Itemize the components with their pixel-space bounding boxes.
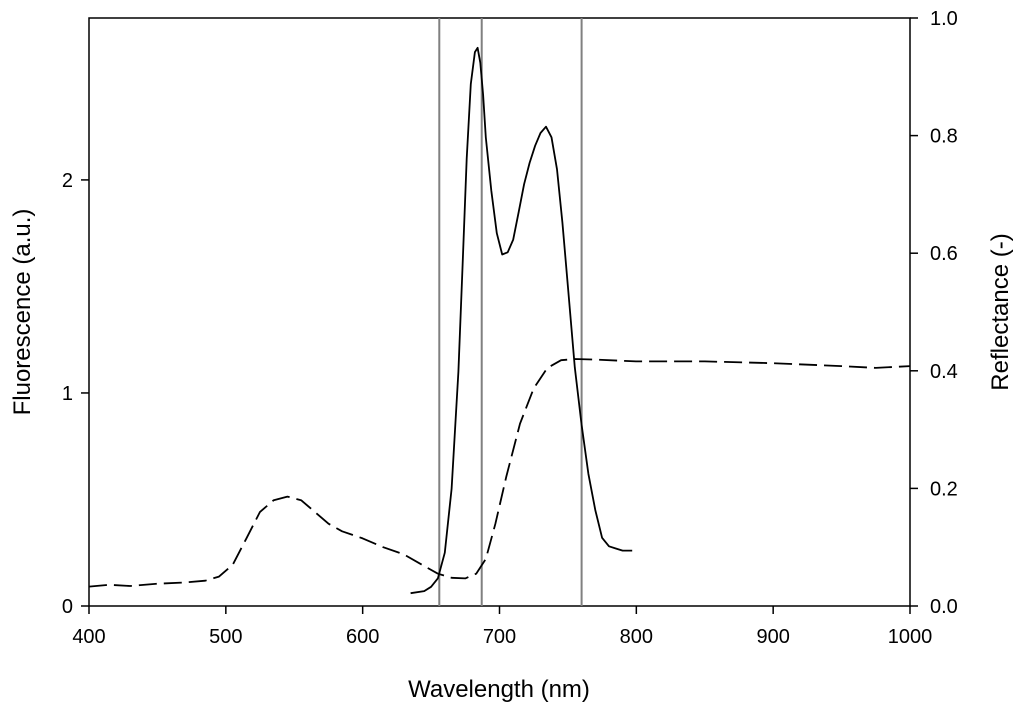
y-right-tick-label: 0.8 <box>930 126 958 148</box>
x-tick-label: 400 <box>72 626 105 648</box>
x-axis: 400 500 600 700 800 900 1000 <box>72 606 932 648</box>
x-tick-label: 900 <box>756 626 789 648</box>
x-axis-title: Wavelength (nm) <box>408 676 590 703</box>
y-axis-left: 0 1 2 <box>62 170 89 618</box>
y-left-tick-label: 2 <box>62 170 73 192</box>
x-tick-label: 600 <box>346 626 379 648</box>
plot-frame <box>88 17 911 607</box>
y-axis-right-title: Reflectance (-) <box>987 233 1014 390</box>
y-axis-left-title: Fluorescence (a.u.) <box>9 209 36 416</box>
series-group <box>88 46 911 595</box>
y-right-tick-label: 0.4 <box>930 361 958 383</box>
y-right-tick-label: 0.0 <box>930 596 958 618</box>
x-tick-label: 800 <box>620 626 653 648</box>
reflectance-line <box>88 358 911 588</box>
y-right-tick-label: 0.2 <box>930 478 958 500</box>
marker-lines <box>438 18 583 606</box>
y-left-tick-label: 1 <box>62 383 73 405</box>
x-tick-label: 700 <box>483 626 516 648</box>
x-tick-label: 1000 <box>888 626 933 648</box>
x-tick-label: 500 <box>209 626 242 648</box>
y-left-tick-label: 0 <box>62 596 73 618</box>
y-axis-right: 0.0 0.2 0.4 0.6 0.8 1.0 <box>910 8 958 618</box>
y-right-tick-label: 1.0 <box>930 8 958 30</box>
fluorescence-line <box>410 46 633 595</box>
y-right-tick-label: 0.6 <box>930 243 958 265</box>
